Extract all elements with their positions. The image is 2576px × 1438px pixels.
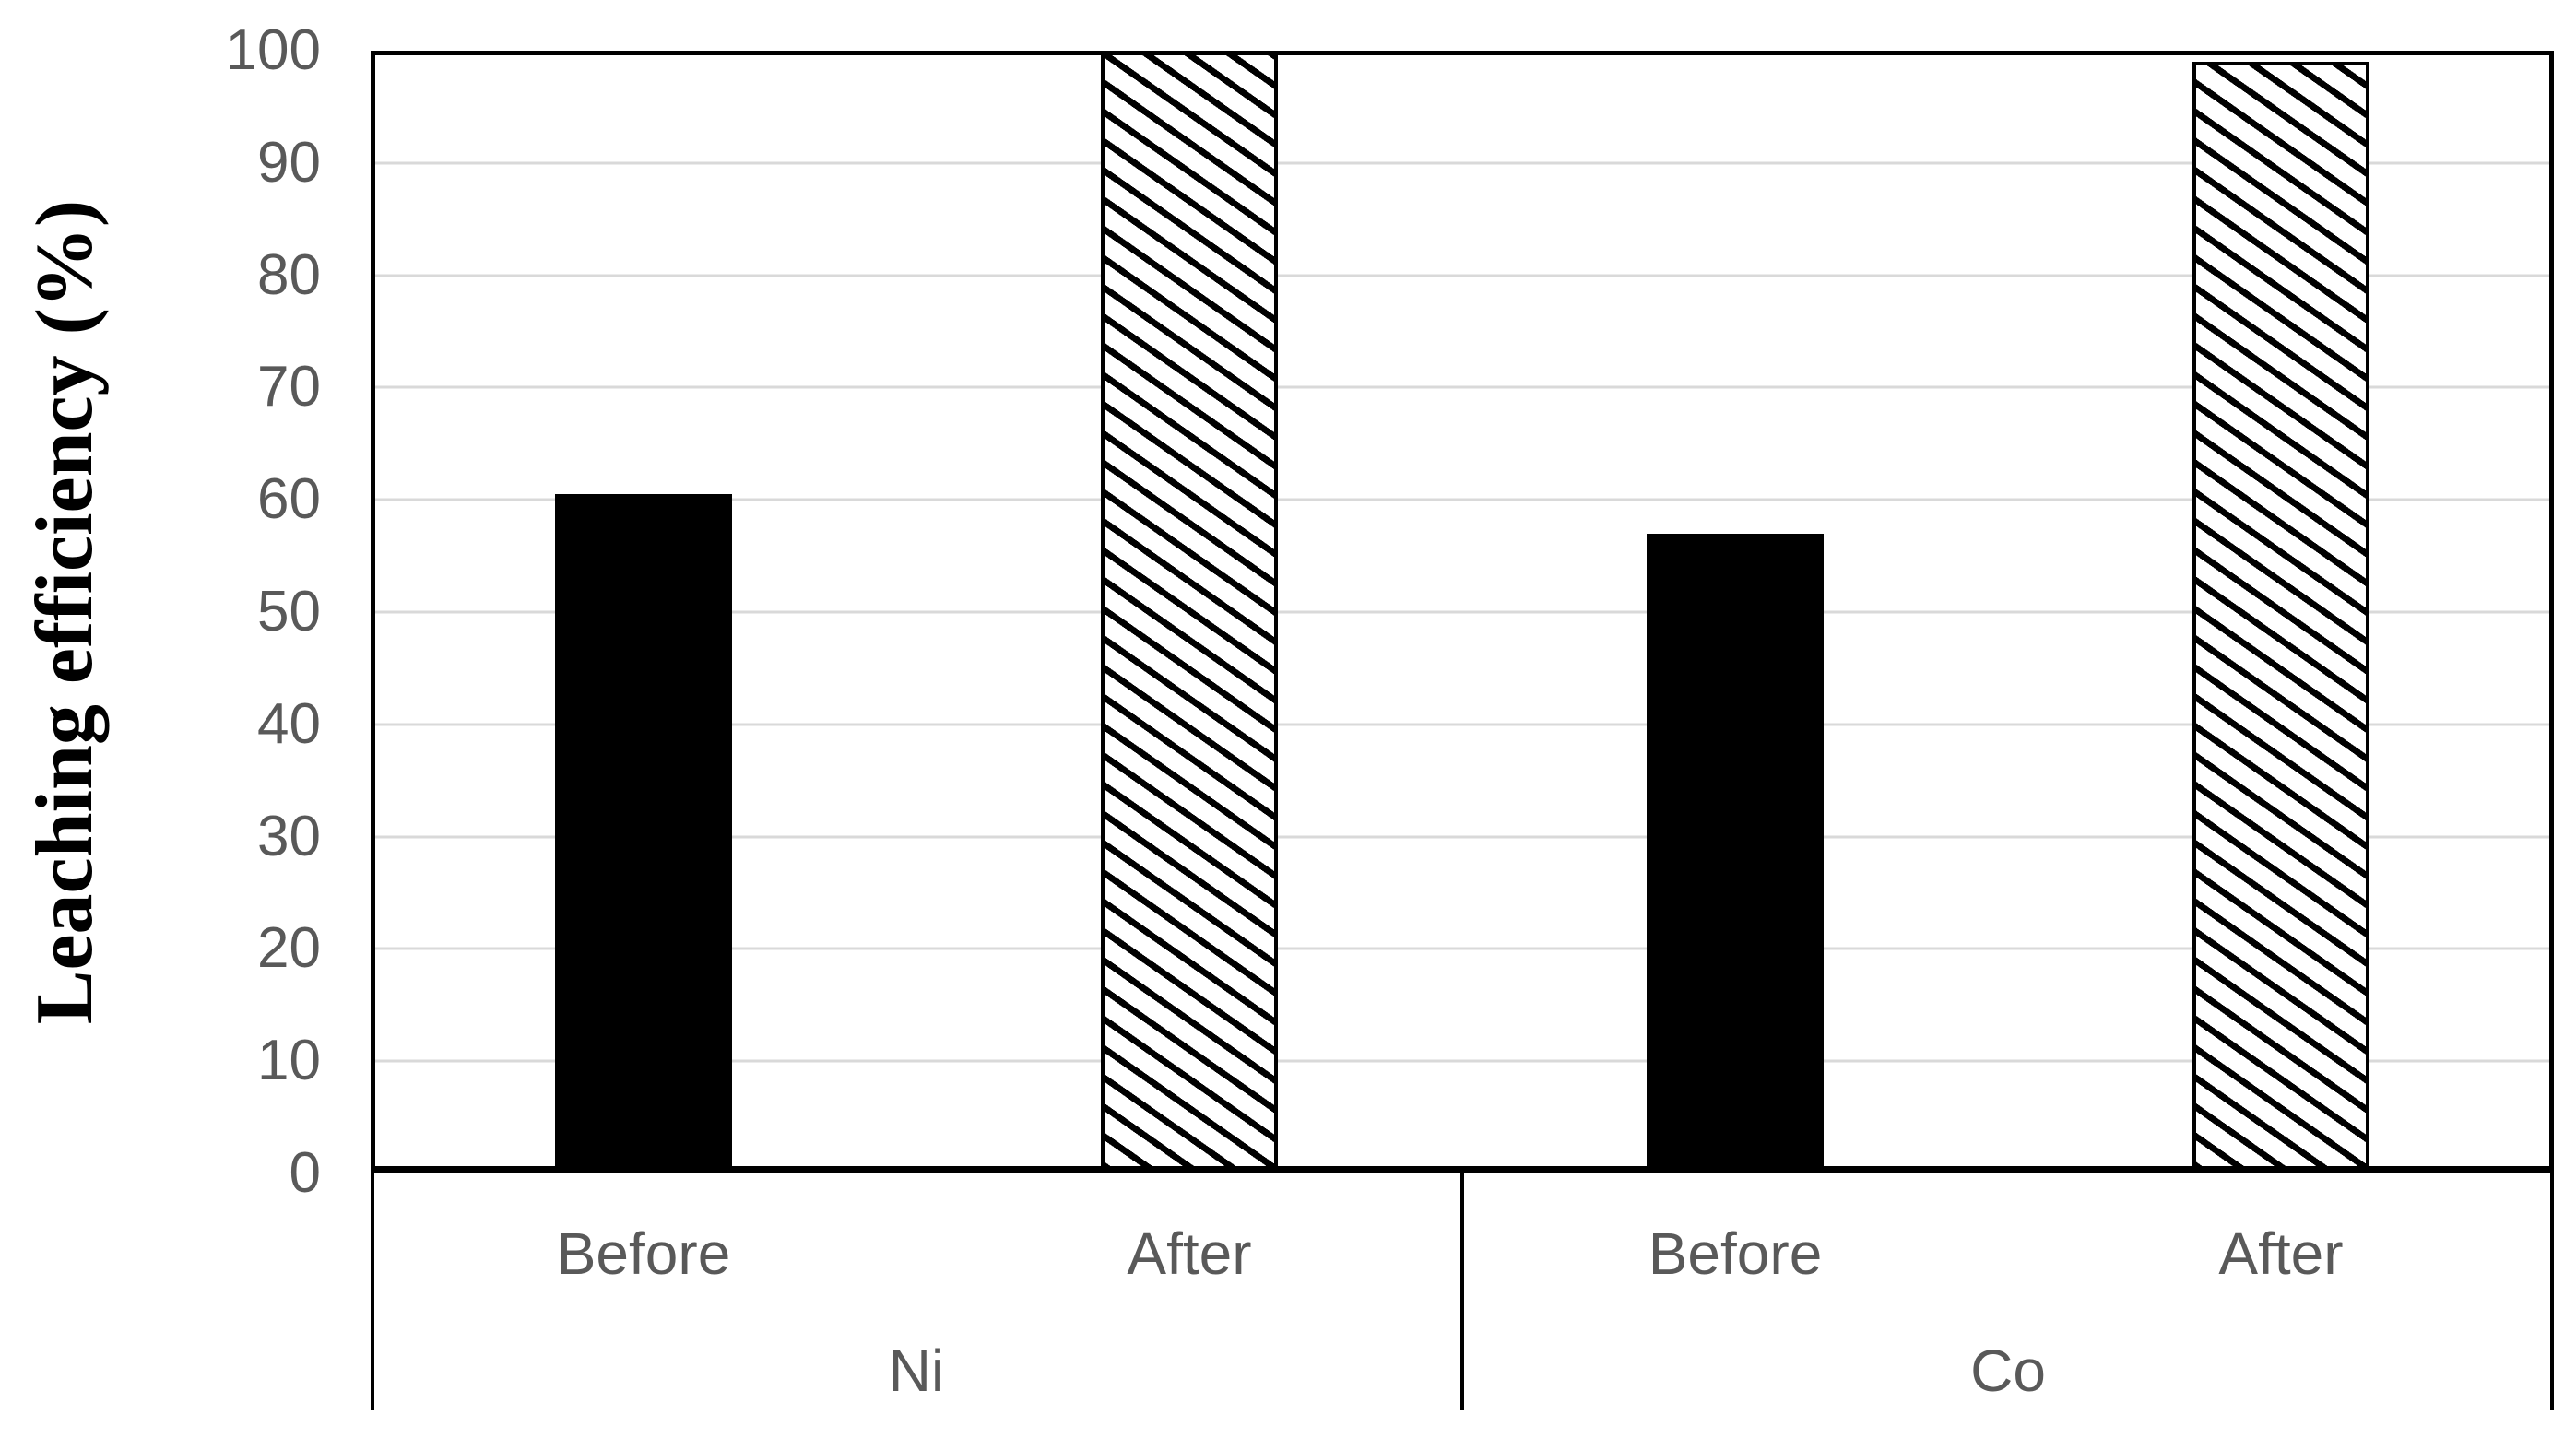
category-dividers xyxy=(371,1173,2554,1410)
gridline-50 xyxy=(371,610,2554,614)
y-tick-label-0: 0 xyxy=(289,1141,321,1205)
series-label-ni-after: After xyxy=(1127,1220,1252,1287)
y-tick-label-10: 10 xyxy=(257,1029,321,1093)
y-tick-label-80: 80 xyxy=(257,242,321,307)
y-tick-label-100: 100 xyxy=(225,18,321,82)
plot-border-right xyxy=(2549,51,2554,1173)
bar-ni-before xyxy=(555,494,732,1173)
plot-border-top xyxy=(371,51,2554,55)
y-axis-line xyxy=(371,51,375,1173)
x-axis-line xyxy=(371,1166,2554,1173)
y-tick-label-30: 30 xyxy=(257,804,321,868)
y-tick-label-60: 60 xyxy=(257,467,321,532)
gridline-30 xyxy=(371,835,2554,839)
category-divider-2 xyxy=(2550,1173,2554,1410)
y-tick-label-40: 40 xyxy=(257,691,321,756)
gridline-90 xyxy=(371,161,2554,165)
bar-ni-after xyxy=(1101,51,1278,1173)
y-axis-tick-labels: 0 10 20 30 40 50 60 70 80 90 100 xyxy=(0,18,321,1205)
gridline-10 xyxy=(371,1059,2554,1063)
y-tick-label-70: 70 xyxy=(257,355,321,419)
y-tick-label-20: 20 xyxy=(257,916,321,981)
x-axis-category-labels: Ni Co xyxy=(371,1334,2554,1408)
gridline-20 xyxy=(371,947,2554,950)
bar-co-before xyxy=(1647,533,1824,1173)
gridline-70 xyxy=(371,385,2554,389)
y-tick-label-50: 50 xyxy=(257,580,321,643)
plot-area xyxy=(371,51,2554,1173)
category-divider-0 xyxy=(371,1173,374,1410)
gridline-60 xyxy=(371,498,2554,501)
y-tick-label-90: 90 xyxy=(257,130,321,194)
series-label-co-before: Before xyxy=(1648,1220,1823,1287)
category-label-co: Co xyxy=(1970,1338,2046,1404)
bar-co-after xyxy=(2192,62,2369,1173)
gridline-40 xyxy=(371,723,2554,726)
series-label-co-after: After xyxy=(2218,1220,2344,1287)
series-label-ni-before: Before xyxy=(556,1220,731,1287)
gridline-80 xyxy=(371,274,2554,277)
category-divider-1 xyxy=(1460,1173,1464,1410)
category-label-ni: Ni xyxy=(888,1338,945,1404)
x-axis-series-labels: Before After Before After xyxy=(371,1217,2554,1291)
